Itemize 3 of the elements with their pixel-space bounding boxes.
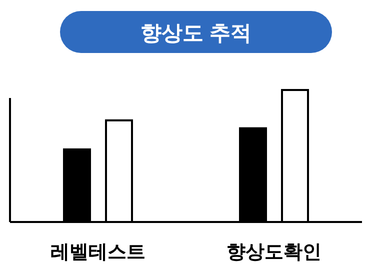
x-tick-label: 향상도확인 [226,242,322,263]
chart-title: 향상도 추적 [140,22,252,45]
x-tick-label: 레벨테스트 [50,242,146,263]
